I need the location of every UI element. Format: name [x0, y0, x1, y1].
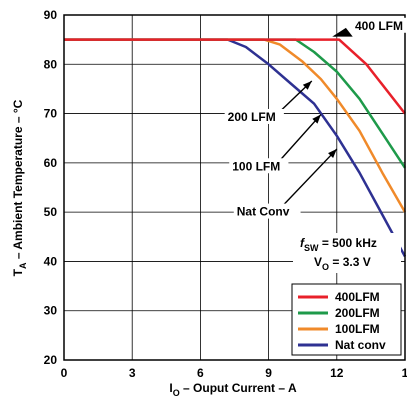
y-tick-label-70: 70	[44, 107, 58, 121]
vo-rest: = 3.3 V	[329, 255, 371, 269]
x-tick-label-0: 0	[61, 366, 68, 380]
legend-label-200lfm: 200LFM	[335, 306, 380, 320]
arrow-nat-conv-head	[328, 149, 337, 158]
y-tick-label-30: 30	[44, 304, 58, 318]
x-tick-label-6: 6	[197, 366, 204, 380]
x-axis-label: IO – Ouput Current – A	[169, 381, 297, 398]
vo-main: V	[314, 255, 322, 269]
legend-label-400lfm: 400LFM	[335, 290, 380, 304]
y-tick-label-60: 60	[44, 156, 58, 170]
output-voltage-label: VO = 3.3 V	[314, 255, 371, 272]
legend-label-nat-conv: Nat conv	[335, 338, 386, 352]
x-tick-labels: 0 3 6 9 12 1	[61, 366, 407, 380]
x-tick-label-15: 1	[402, 366, 407, 380]
annotation-bg-200-lfm	[224, 108, 284, 124]
fsw-main: f	[300, 236, 305, 250]
fsw-sub: SW	[304, 243, 319, 253]
x-axis-label-sub: O	[173, 388, 180, 398]
legend: 400LFM 200LFM 100LFM Nat conv	[291, 283, 402, 356]
series-line-400lfm	[64, 38, 406, 115]
annotation-100-lfm: 100 LFM	[232, 159, 280, 173]
y-tick-labels: 20 30 40 50 60 70 80 90	[44, 8, 58, 367]
y-tick-label-80: 80	[44, 57, 58, 71]
y-tick-label-90: 90	[44, 8, 58, 22]
fsw-rest: = 500 kHz	[319, 236, 377, 250]
y-tick-label-50: 50	[44, 205, 58, 219]
switching-frequency-label: fSW = 500 kHz	[300, 236, 377, 253]
arrow-200-lfm-head	[302, 81, 312, 90]
vo-sub: O	[322, 262, 329, 272]
y-axis-label: TA – Ambient Temperature – °C	[11, 99, 28, 276]
series-lines	[64, 38, 407, 258]
annotation-400-lfm: 400 LFM	[355, 19, 403, 33]
annotations: 400 LFM 200 LFM 100 LFM Nat Conv	[224, 17, 407, 219]
x-tick-label-12: 12	[330, 366, 344, 380]
y-axis-label-rest: – Ambient Temperature – °C	[11, 99, 25, 262]
legend-label-100lfm: 100LFM	[335, 322, 380, 336]
annotation-bg-100-lfm	[229, 158, 289, 174]
annotation-bg-nat-conv	[233, 203, 301, 219]
arrow-100-lfm-shaft	[277, 114, 322, 164]
y-tick-label-40: 40	[44, 254, 58, 268]
annotation-bg-400-lfm	[351, 17, 407, 33]
series-line-nat-conv	[64, 38, 407, 258]
series-line-100lfm	[64, 38, 407, 213]
annotation-200-lfm: 200 LFM	[228, 110, 276, 124]
y-axis-label-sub: A	[18, 262, 28, 269]
conditions-background	[293, 233, 401, 273]
arrow-400-lfm-head	[332, 27, 353, 37]
plot-frame	[63, 14, 406, 361]
x-tick-label-3: 3	[129, 366, 136, 380]
operating-conditions: fSW = 500 kHz VO = 3.3 V	[293, 233, 401, 273]
arrow-nat-conv-shaft	[281, 148, 338, 207]
x-axis-label-main: I	[169, 381, 172, 395]
x-axis-label-rest: – Ouput Current – A	[180, 381, 297, 395]
annotation-nat-conv: Nat Conv	[237, 205, 290, 219]
arrow-100-lfm-head	[312, 114, 321, 124]
y-axis-label-main: T	[11, 268, 25, 276]
series-line-200lfm	[64, 38, 407, 169]
y-tick-label-20: 20	[44, 353, 58, 367]
x-tick-label-9: 9	[265, 366, 272, 380]
